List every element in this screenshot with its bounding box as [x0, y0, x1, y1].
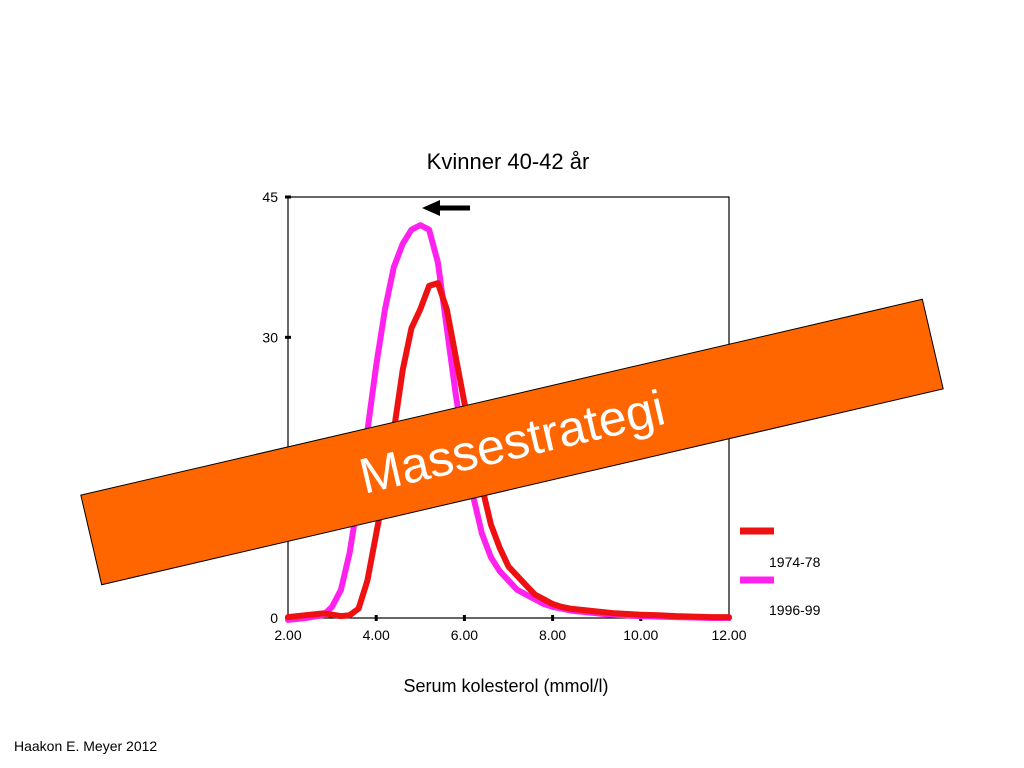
arrow-head — [422, 200, 440, 216]
x-tick-label: 6.00 — [451, 627, 478, 643]
x-axis-label: Serum kolesterol (mmol/l) — [403, 676, 608, 696]
chart-title: Kvinner 40-42 år — [427, 149, 590, 174]
legend-label-1996-99: 1996-99 — [769, 602, 821, 618]
x-tick-label: 8.00 — [539, 627, 566, 643]
footer-credit: Haakon E. Meyer 2012 — [14, 738, 158, 754]
series-line-1974-78 — [285, 280, 732, 621]
y-tick-label: 45 — [262, 189, 278, 205]
legend-label-1974-78: 1974-78 — [769, 554, 821, 570]
x-tick-label: 12.00 — [711, 627, 746, 643]
x-tick-label: 10.00 — [623, 627, 658, 643]
legend: 1974-78 1996-99 — [740, 527, 821, 618]
massestrategi-banner: Massestrategi — [80, 298, 944, 586]
x-tick-label: 4.00 — [363, 627, 390, 643]
series-lines — [285, 222, 732, 623]
banner-background — [80, 298, 944, 586]
y-tick-label: 30 — [262, 329, 278, 345]
left-arrow-annotation — [422, 200, 470, 216]
y-tick-label: 0 — [270, 610, 278, 626]
x-tick-label: 2.00 — [274, 627, 301, 643]
